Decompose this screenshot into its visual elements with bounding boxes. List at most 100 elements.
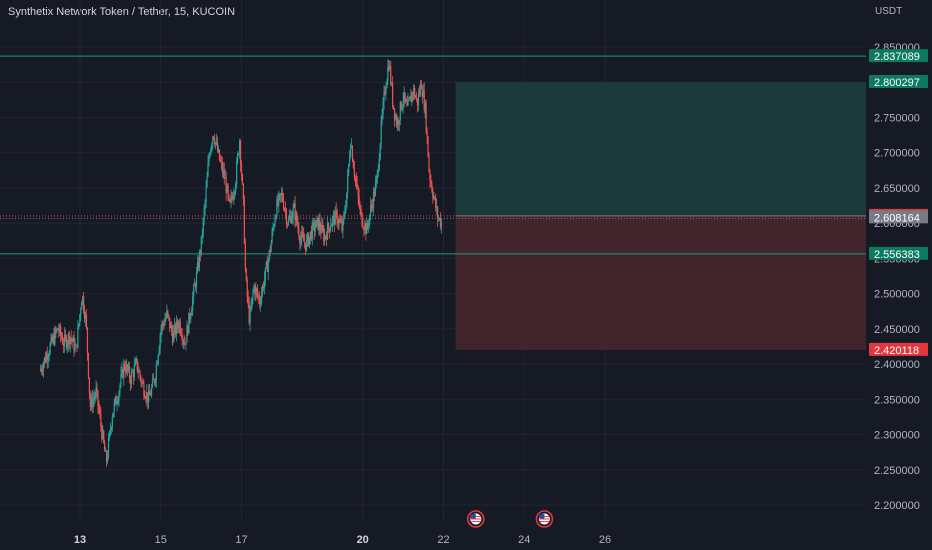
candle-body — [383, 91, 385, 102]
candle-body — [64, 334, 67, 338]
candle-body — [388, 66, 390, 70]
candle-body — [230, 196, 232, 202]
currency-label: USDT — [875, 6, 902, 17]
candle-body — [108, 431, 111, 439]
candle-body — [425, 102, 427, 132]
candle-body — [240, 163, 243, 176]
candle-body — [244, 243, 246, 270]
candle-body — [105, 451, 107, 453]
event-markers[interactable] — [466, 510, 554, 528]
candle-body — [68, 334, 70, 345]
candle-body — [304, 243, 307, 251]
candle-body — [53, 335, 55, 345]
us-flag-event-icon[interactable] — [535, 510, 554, 528]
candle-body — [269, 250, 271, 252]
candle-body — [91, 397, 93, 408]
candle-body — [233, 194, 235, 200]
candle-body — [355, 178, 357, 185]
candle-body — [178, 321, 180, 329]
candle-body — [228, 195, 230, 200]
candle-body — [101, 425, 103, 439]
horizontal-lines[interactable] — [0, 55, 866, 255]
candle-body — [219, 160, 222, 162]
candle-body — [351, 146, 354, 162]
candle-body — [299, 237, 301, 244]
candle-body — [238, 153, 240, 155]
position-loss-zone[interactable] — [455, 215, 866, 350]
candle-body — [160, 328, 162, 336]
candle-body — [140, 376, 142, 383]
candle-body — [57, 328, 59, 330]
candle-body — [90, 397, 92, 407]
candle-body — [374, 183, 377, 196]
candle-body — [402, 100, 404, 106]
candle-body — [282, 200, 285, 209]
candle-body — [141, 382, 143, 383]
candle-body — [260, 302, 262, 304]
candle-body — [59, 326, 61, 333]
candle-body — [232, 197, 234, 200]
candle-body — [417, 93, 420, 106]
candle-body — [60, 326, 62, 336]
candle-body — [426, 131, 428, 137]
price-tick-label: 2.750000 — [874, 112, 920, 124]
candle-body — [92, 399, 94, 408]
candle-body — [298, 228, 300, 238]
price-tag-text: 2.608164 — [874, 212, 920, 224]
candle-body — [149, 394, 152, 396]
candle-body — [48, 353, 50, 357]
us-flag-event-icon[interactable] — [466, 510, 485, 528]
position-profit-zone[interactable] — [455, 82, 866, 216]
candle-body — [431, 183, 433, 192]
time-tick-label: 17 — [235, 534, 247, 546]
candle-body — [165, 316, 167, 320]
candle-body — [335, 210, 337, 211]
candle-body — [142, 382, 144, 384]
candle-body — [153, 379, 156, 384]
candle-body — [109, 430, 112, 432]
candle-body — [380, 120, 382, 144]
candle-body — [271, 231, 273, 243]
price-tick-label: 2.450000 — [874, 324, 920, 336]
candle-body — [110, 427, 112, 431]
candle-body — [389, 65, 391, 70]
candle-body — [50, 336, 52, 344]
candle-body — [407, 100, 409, 106]
candle-body — [324, 235, 326, 242]
candle-body — [161, 323, 163, 329]
candle-body — [368, 224, 370, 226]
candle-body — [138, 371, 140, 373]
position-boxes[interactable] — [455, 82, 866, 350]
candle-body — [428, 156, 430, 171]
candle-body — [430, 180, 432, 184]
candle-body — [235, 184, 237, 192]
candle-body — [315, 220, 317, 228]
chart-title: Synthetix Network Token / Tether, 15, KU… — [8, 6, 236, 18]
candle-body — [339, 220, 341, 222]
candle-body — [434, 197, 436, 198]
candle-body — [127, 366, 130, 371]
price-tick-label: 2.350000 — [874, 394, 920, 406]
candle-body — [85, 314, 88, 328]
candle-body — [218, 149, 221, 161]
candle-body — [438, 218, 441, 219]
candle-body — [203, 209, 205, 219]
candle-body — [66, 343, 68, 348]
candle-body — [157, 354, 159, 364]
candle-body — [180, 332, 182, 337]
candle-body — [172, 331, 175, 343]
candle-body — [144, 395, 146, 399]
candle-body — [78, 323, 80, 327]
candle-body — [190, 315, 192, 320]
candle-body — [423, 90, 425, 111]
candle-body — [43, 357, 45, 364]
candle-body — [103, 430, 105, 443]
candle-body — [266, 262, 268, 272]
candle-body — [301, 232, 303, 239]
candle-body — [164, 319, 166, 326]
time-axis[interactable]: 13 15 17 20 22 24 26 — [74, 534, 611, 546]
candle-body — [415, 97, 418, 99]
candle-body — [69, 337, 71, 345]
candle-body — [237, 153, 239, 162]
